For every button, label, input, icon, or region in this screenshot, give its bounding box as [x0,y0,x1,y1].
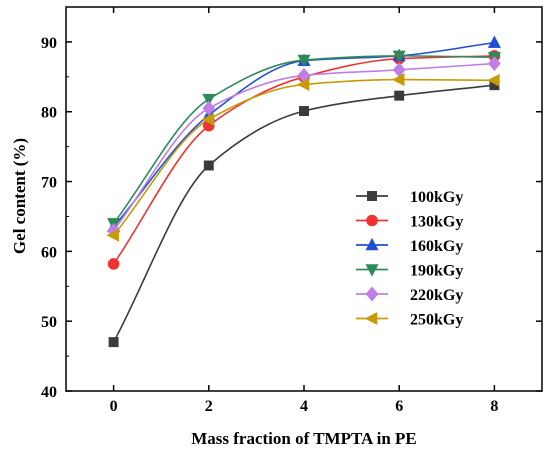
data-point-190kGy [392,50,406,64]
data-point-100kGy [394,90,405,101]
series-line-190kGy [112,55,495,224]
series-line-220kGy [112,62,495,231]
legend-marker-160kGy [365,237,379,251]
data-point-250kGy [106,228,119,242]
legend-marker-190kGy [365,264,379,277]
legend-marker-250kGy [364,312,378,325]
data-point-160kGy [487,35,501,48]
x-tick-label: 0 [110,398,118,415]
series-line-160kGy [112,41,495,228]
legend: 100kGy 130kGy 160kGy 190kGy 220kGy 250kGy [356,189,463,329]
y-tick-label: 80 [41,105,57,122]
y-axis-title: Gel content (%) [10,138,29,254]
y-tick-label: 50 [41,314,57,331]
legend-marker-130kGy [366,214,378,227]
legend-label-160kGy: 160kGy [410,238,463,255]
data-point-250kGy [296,78,310,91]
data-point-190kGy [202,93,216,107]
series-line-250kGy [112,78,495,236]
x-axis-title: Mass fraction of TMPTA in PE [191,429,417,448]
data-point-100kGy [203,160,214,171]
legend-marker-220kGy [365,286,379,302]
x-tick-label: 4 [300,398,308,415]
legend-label-190kGy: 190kGy [410,263,463,280]
x-tick-label: 2 [205,398,213,415]
x-tick-label: 8 [490,398,498,415]
data-point-190kGy [297,54,311,68]
data-point-130kGy [107,258,120,270]
data-point-250kGy [201,112,215,126]
series-line-100kGy [112,84,495,343]
y-tick-label: 70 [41,175,57,192]
axes: 0 2 4 6 8 40 50 60 70 80 90 [41,6,543,415]
legend-label-100kGy: 100kGy [410,189,463,206]
series-lines [112,41,495,343]
series-markers [106,35,501,348]
x-tick-label: 6 [395,398,403,415]
y-tick-label: 60 [41,244,57,261]
legend-label-130kGy: 130kGy [410,214,463,231]
data-point-250kGy [392,73,405,87]
y-tick-label: 90 [41,35,57,52]
data-point-220kGy [488,56,501,72]
data-point-220kGy [202,100,216,116]
legend-label-250kGy: 250kGy [410,312,463,329]
data-point-100kGy [108,337,119,348]
data-point-250kGy [487,73,500,87]
legend-marker-100kGy [367,191,377,201]
series-line-130kGy [112,55,495,265]
data-point-100kGy [299,106,309,117]
y-tick-label: 40 [41,384,57,401]
legend-label-220kGy: 220kGy [410,287,463,304]
